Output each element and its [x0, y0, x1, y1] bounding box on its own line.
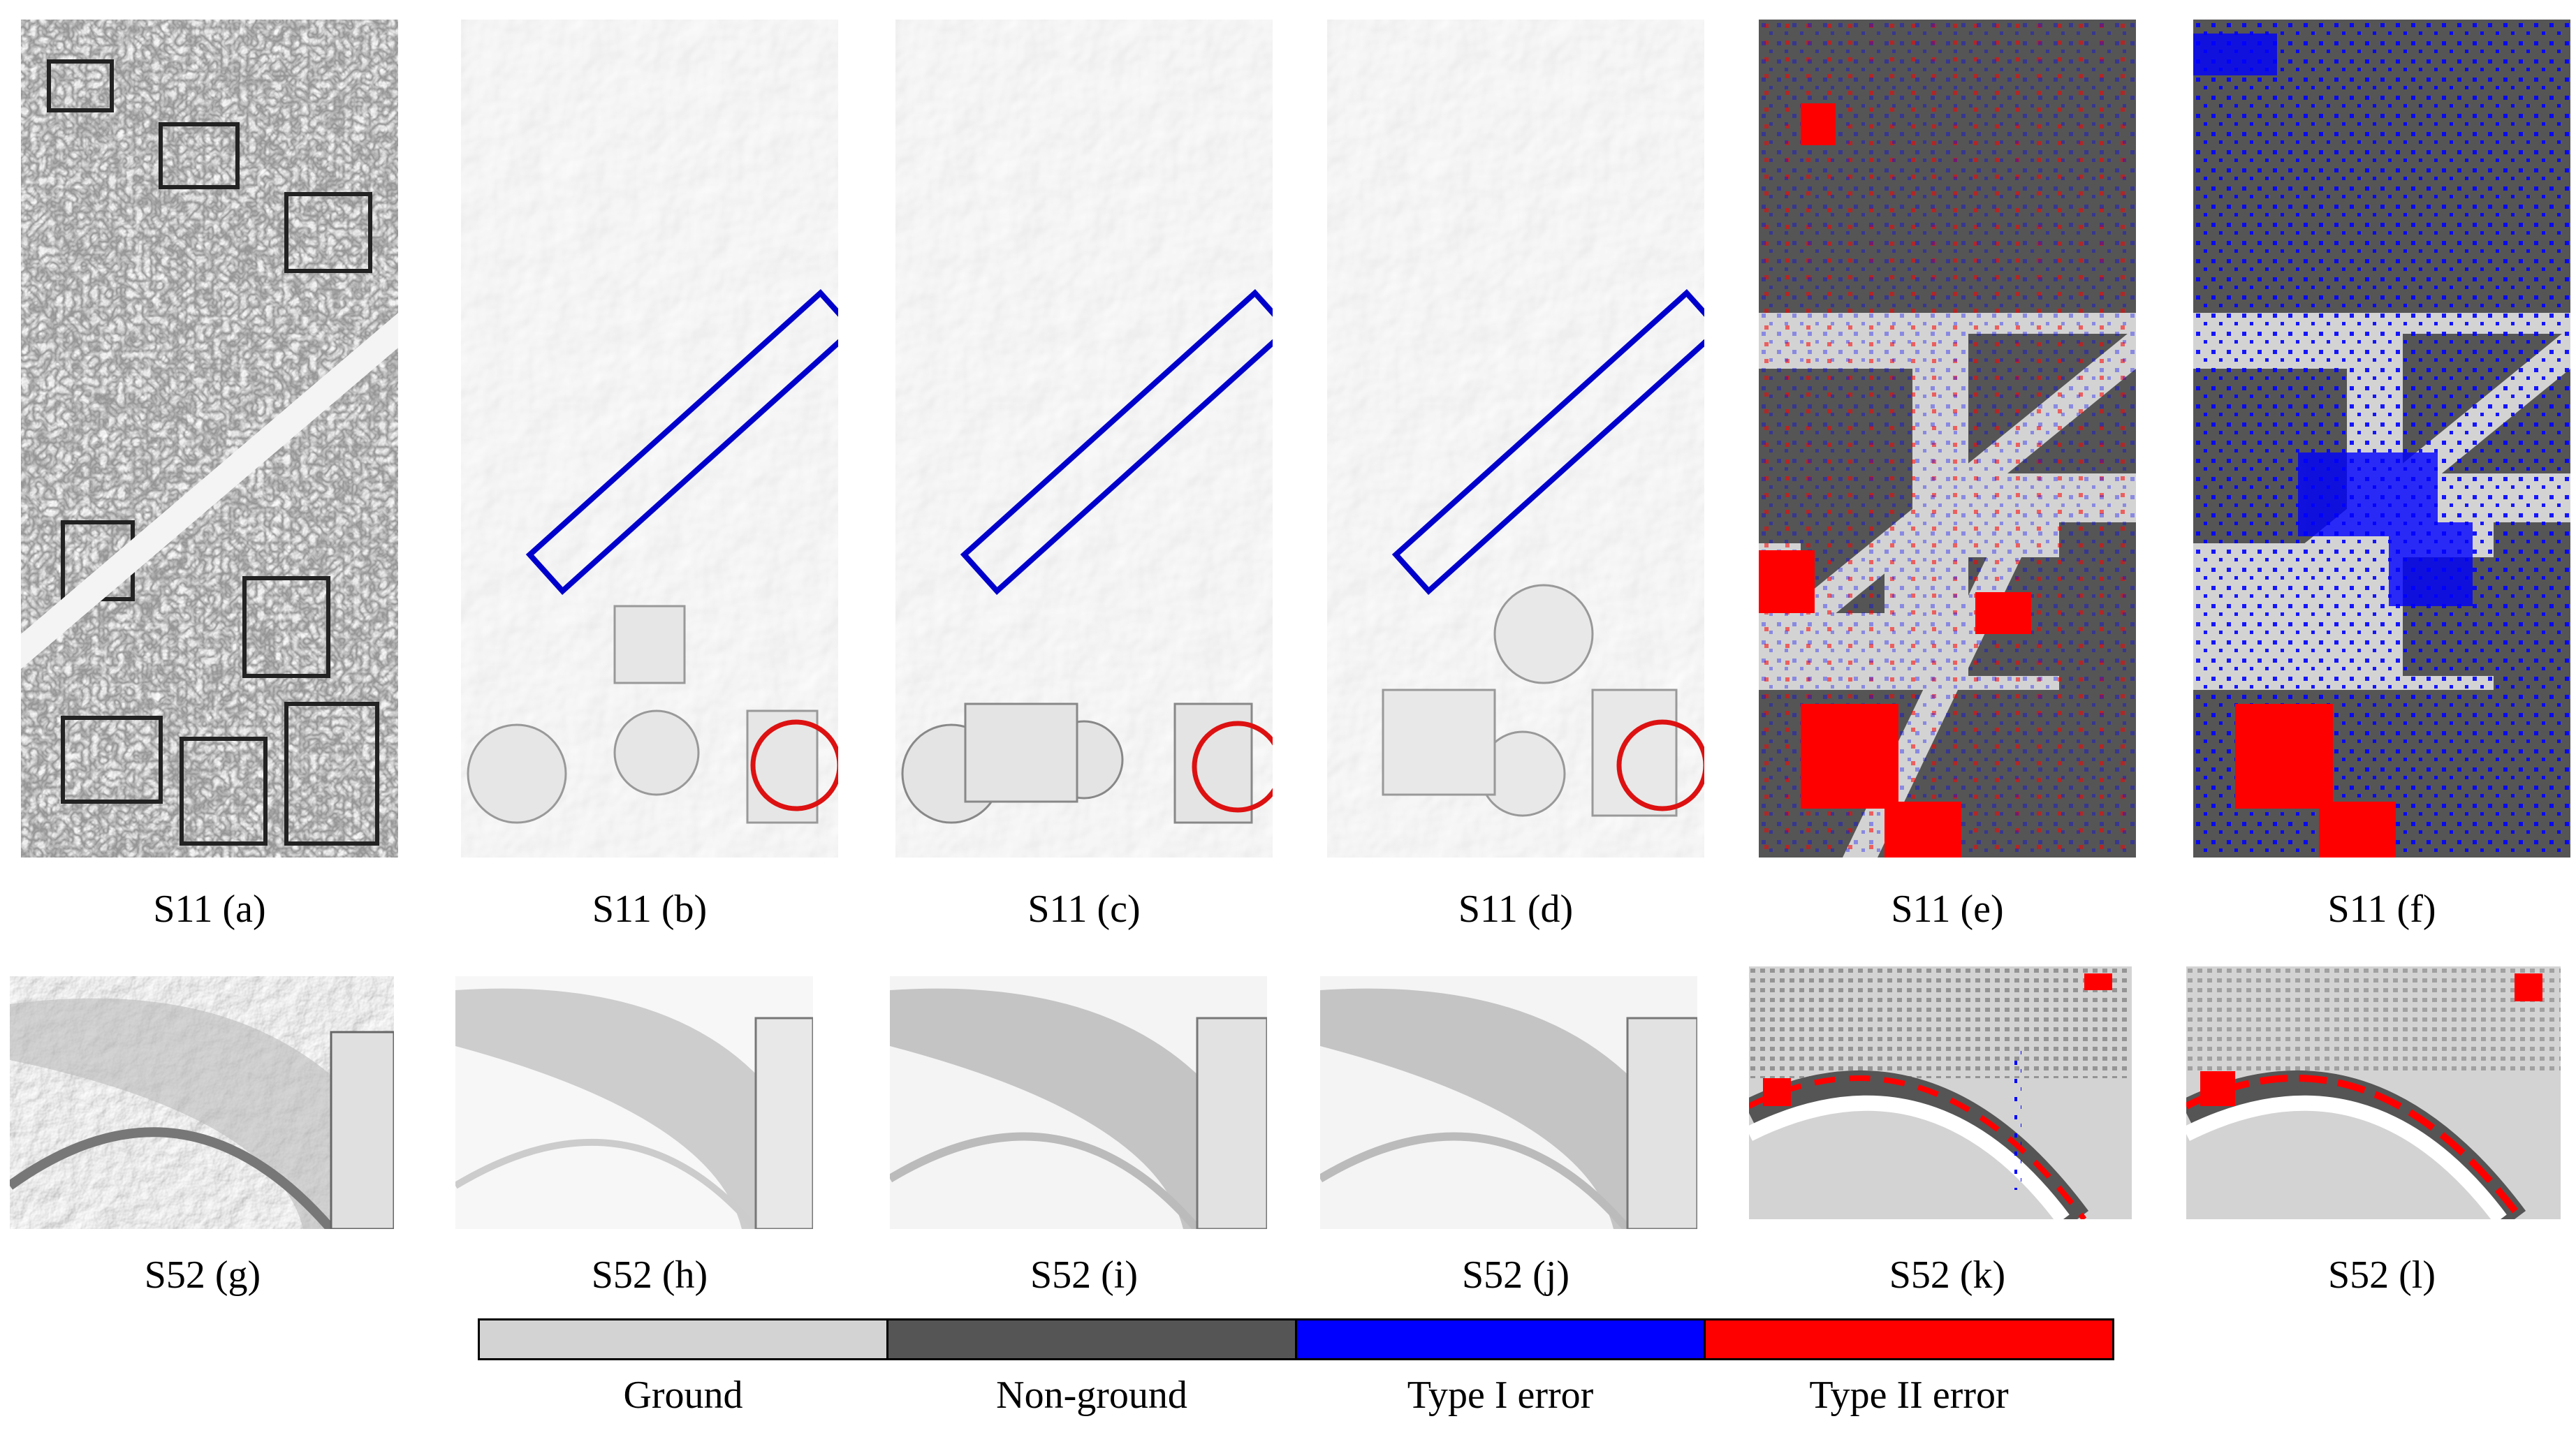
caption-s52-l: S52 (l)	[2328, 1253, 2436, 1297]
panel-s52-g	[10, 976, 394, 1229]
highlight-circle	[1616, 719, 1704, 811]
panel-s52-i	[890, 976, 1267, 1229]
caption-s11-d: S11 (d)	[1458, 888, 1574, 931]
caption-s52-i: S52 (i)	[1030, 1253, 1138, 1297]
panel-s52-k	[1749, 966, 2132, 1219]
legend-swatch-type-i-error	[1295, 1318, 1706, 1360]
legend-label-ground: Ground	[623, 1374, 743, 1417]
caption-s52-g: S52 (g)	[144, 1253, 261, 1297]
panel-s11-c	[895, 20, 1273, 858]
panel-s11-e	[1759, 20, 2136, 858]
caption-s52-k: S52 (k)	[1889, 1253, 2006, 1297]
highlight-rectangle	[1391, 288, 1704, 596]
caption-s52-h: S52 (h)	[591, 1253, 708, 1297]
caption-s11-f: S11 (f)	[2327, 888, 2436, 931]
highlight-rectangle	[525, 288, 838, 596]
highlight-circle	[1192, 721, 1273, 813]
caption-s11-a: S11 (a)	[153, 888, 266, 931]
legend-swatch-non-ground	[886, 1318, 1297, 1360]
legend-swatch-type-ii-error	[1704, 1318, 2114, 1360]
panel-s52-l	[2186, 966, 2561, 1219]
caption-s11-b: S11 (b)	[592, 888, 708, 931]
legend-swatch-ground	[478, 1318, 888, 1360]
highlight-rectangle	[960, 288, 1273, 596]
legend-label-type-i-error: Type I error	[1407, 1374, 1594, 1417]
caption-s52-j: S52 (j)	[1462, 1253, 1569, 1297]
highlight-circle	[750, 719, 838, 811]
panel-s11-d	[1327, 20, 1704, 858]
panel-s11-b	[461, 20, 838, 858]
legend-label-non-ground: Non-ground	[996, 1374, 1187, 1417]
panel-s52-j	[1320, 976, 1697, 1229]
legend-label-type-ii-error: Type II error	[1809, 1374, 2009, 1417]
caption-s11-e: S11 (e)	[1891, 888, 2004, 931]
caption-s11-c: S11 (c)	[1027, 888, 1141, 931]
panel-s52-h	[455, 976, 813, 1229]
panel-s11-a	[21, 20, 398, 858]
panel-s11-f	[2193, 20, 2570, 858]
